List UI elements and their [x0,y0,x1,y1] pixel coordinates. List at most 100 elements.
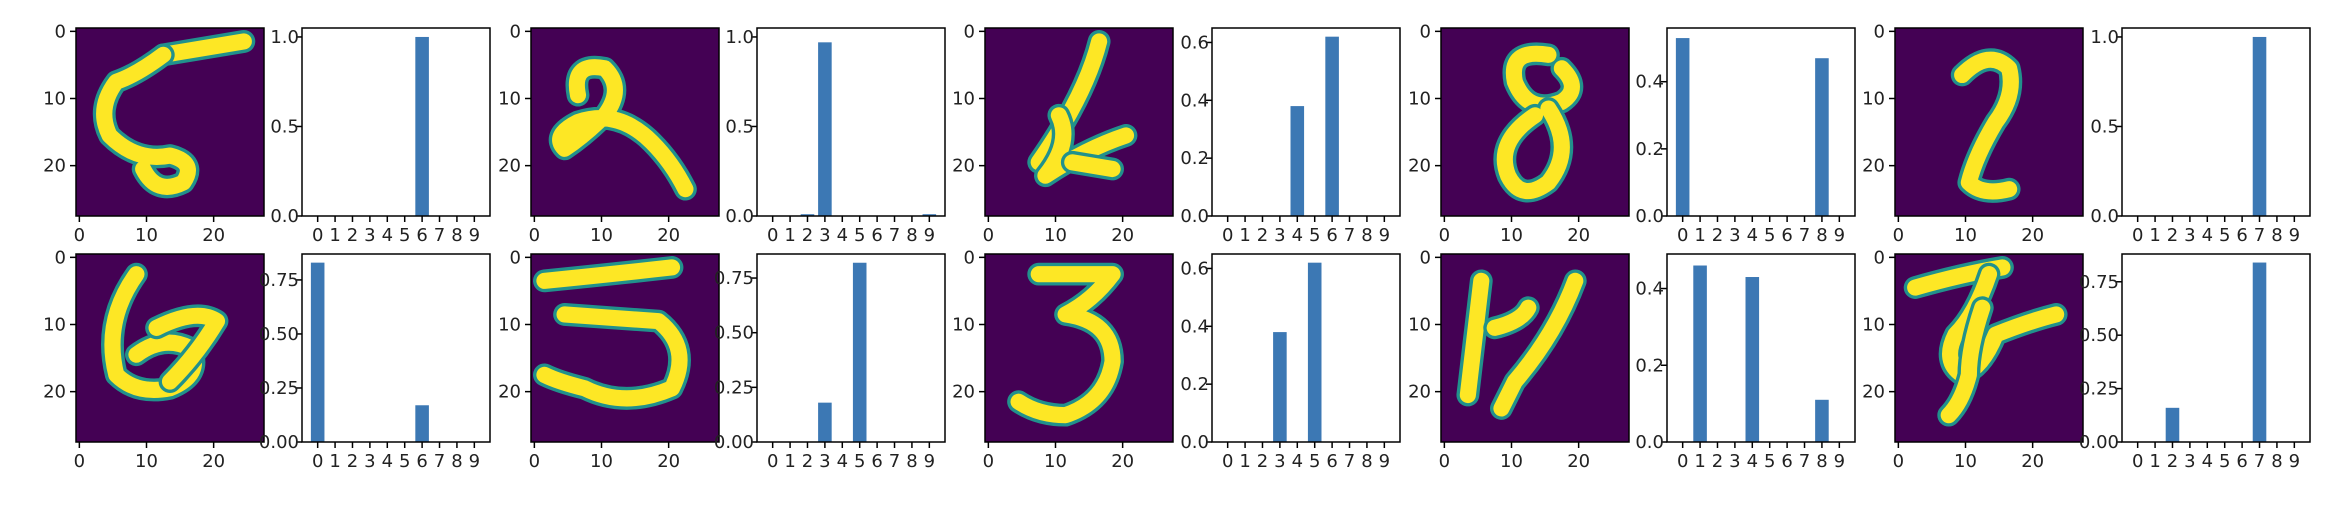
bar-x-tick-label: 9 [1834,225,1845,246]
image-panel-r2-c1: 0 10 20 0 10 20 [43,247,265,472]
image-y-tick-label: 20 [43,382,66,403]
image-x-tick-label: 0 [983,225,994,246]
bar-x-tick-label: 3 [1729,451,1740,472]
bar-x-tick-label: 5 [1764,451,1775,472]
bar-x-tick-label: 0 [1222,225,1233,246]
bar-chart-r2-c3: 0 1 2 3 4 5 6 7 8 9 0.0 0.2 0.4 0.6 [1180,253,1401,472]
bar-x-tick-label: 9 [1834,451,1845,472]
image-y-tick-label: 10 [952,315,975,336]
image-axes-frame [75,253,265,443]
bar-axes-frame [1666,27,1856,217]
bar-2 [800,214,815,216]
bar-y-tick-label: 0.5 [725,116,754,137]
bar-y-tick-label: 0.50 [259,324,299,345]
image-x-tick-label: 0 [1893,225,1904,246]
bar-x-tick-label: 0 [1222,451,1233,472]
image-axes-frame [1440,253,1630,443]
bar-x-tick-label: 7 [1344,451,1355,472]
bar-x-tick-label: 2 [1712,225,1723,246]
bar-5 [1307,262,1322,442]
bar-x-tick-label: 6 [1326,451,1337,472]
digit-stroke [155,33,252,63]
bar-x-tick-label: 6 [2236,451,2247,472]
image-panel-r1-c3: 0 10 20 0 10 20 [952,21,1174,246]
bar-x-tick-label: 4 [1747,225,1758,246]
bar-x-tick-label: 1 [329,451,340,472]
bar-x-tick-label: 4 [1747,451,1758,472]
bar-y-tick-label: 1.0 [2090,27,2119,48]
image-y-tick-label: 10 [498,89,521,110]
bar-x-tick-label: 8 [1361,451,1372,472]
digit-strokes [1950,48,2023,203]
bar-y-tick-label: 0.0 [1635,206,1664,227]
image-y-tick-label: 10 [1408,315,1431,336]
image-axes-frame [75,27,265,217]
image-x-tick-label: 10 [590,451,613,472]
bar-x-tick-label: 8 [1361,225,1372,246]
bar-8 [1815,58,1829,216]
bar-chart-r2-c4: 0 1 2 3 4 5 6 7 8 9 0.0 0.2 0.4 [1635,253,1856,472]
image-x-tick-label: 20 [202,225,225,246]
bar-x-tick-label: 3 [2184,451,2195,472]
bar-x-tick-label: 7 [1344,225,1355,246]
image-x-tick-label: 0 [1439,225,1450,246]
bar-x-tick-label: 2 [1257,225,1268,246]
image-y-tick-label: 20 [498,382,521,403]
bar-x-tick-label: 3 [1274,225,1285,246]
bar-x-tick-label: 7 [889,225,900,246]
image-x-tick-label: 10 [1954,225,1977,246]
bar-x-tick-label: 4 [382,451,393,472]
bar-x-tick-label: 8 [451,225,462,246]
bar-x-tick-label: 9 [2289,451,2300,472]
image-y-tick-label: 10 [1408,89,1431,110]
bar-x-tick-label: 0 [312,451,323,472]
image-x-tick-label: 10 [1954,451,1977,472]
image-y-tick-label: 10 [1862,89,1885,110]
bar-y-tick-label: 0.5 [270,116,299,137]
bar-axes-frame [756,253,946,443]
bar-y-tick-label: 0.4 [1180,316,1209,337]
image-x-tick-label: 20 [1567,451,1590,472]
image-x-tick-label: 0 [1893,451,1904,472]
image-x-tick-label: 0 [529,225,540,246]
digit-stroke [96,46,196,195]
image-panel-r2-c5: 0 10 20 0 10 20 [1862,247,2084,472]
bar-x-tick-label: 1 [1694,451,1705,472]
bar-3 [818,402,832,442]
bar-6 [415,36,429,217]
bar-0 [310,262,325,442]
image-panel-r2-c3: 0 10 20 0 10 20 [952,247,1174,472]
image-y-tick-label: 0 [55,21,66,42]
bar-x-tick-label: 5 [1764,225,1775,246]
bar-chart-r1-c4: 0 1 2 3 4 5 6 7 8 9 0.0 0.2 0.4 [1635,27,1856,246]
bar-x-tick-label: 0 [1677,225,1688,246]
bar-y-tick-label: 0.0 [1180,206,1209,227]
bar-x-tick-label: 5 [2219,225,2230,246]
bar-2 [2165,407,2180,442]
image-y-tick-label: 20 [43,156,66,177]
bar-axes-frame [301,253,491,443]
bar-x-tick-label: 9 [1379,451,1390,472]
bar-x-tick-label: 2 [802,225,813,246]
bar-axes-frame [1211,27,1401,217]
image-y-tick-label: 0 [1420,21,1431,42]
image-x-tick-label: 0 [1439,451,1450,472]
digit-stroke [1459,272,1490,404]
bar-x-tick-label: 8 [1816,451,1827,472]
bar-x-tick-label: 6 [2236,225,2247,246]
image-x-tick-label: 0 [74,451,85,472]
bar-x-tick-label: 0 [2132,451,2143,472]
bar-y-tick-label: 0.50 [714,323,754,344]
image-y-tick-label: 0 [964,21,975,42]
bar-y-tick-label: 0.75 [714,268,754,289]
bar-x-tick-label: 8 [906,451,917,472]
digit-strokes [1903,256,2068,427]
bar-y-tick-label: 0.25 [259,378,299,399]
digit-strokes [533,256,691,410]
bar-x-tick-label: 4 [382,225,393,246]
digit-strokes [92,30,256,199]
image-x-tick-label: 20 [1111,451,1134,472]
bar-axes-frame [2121,253,2311,443]
image-y-tick-label: 10 [1862,315,1885,336]
bar-axes-frame [756,27,946,217]
